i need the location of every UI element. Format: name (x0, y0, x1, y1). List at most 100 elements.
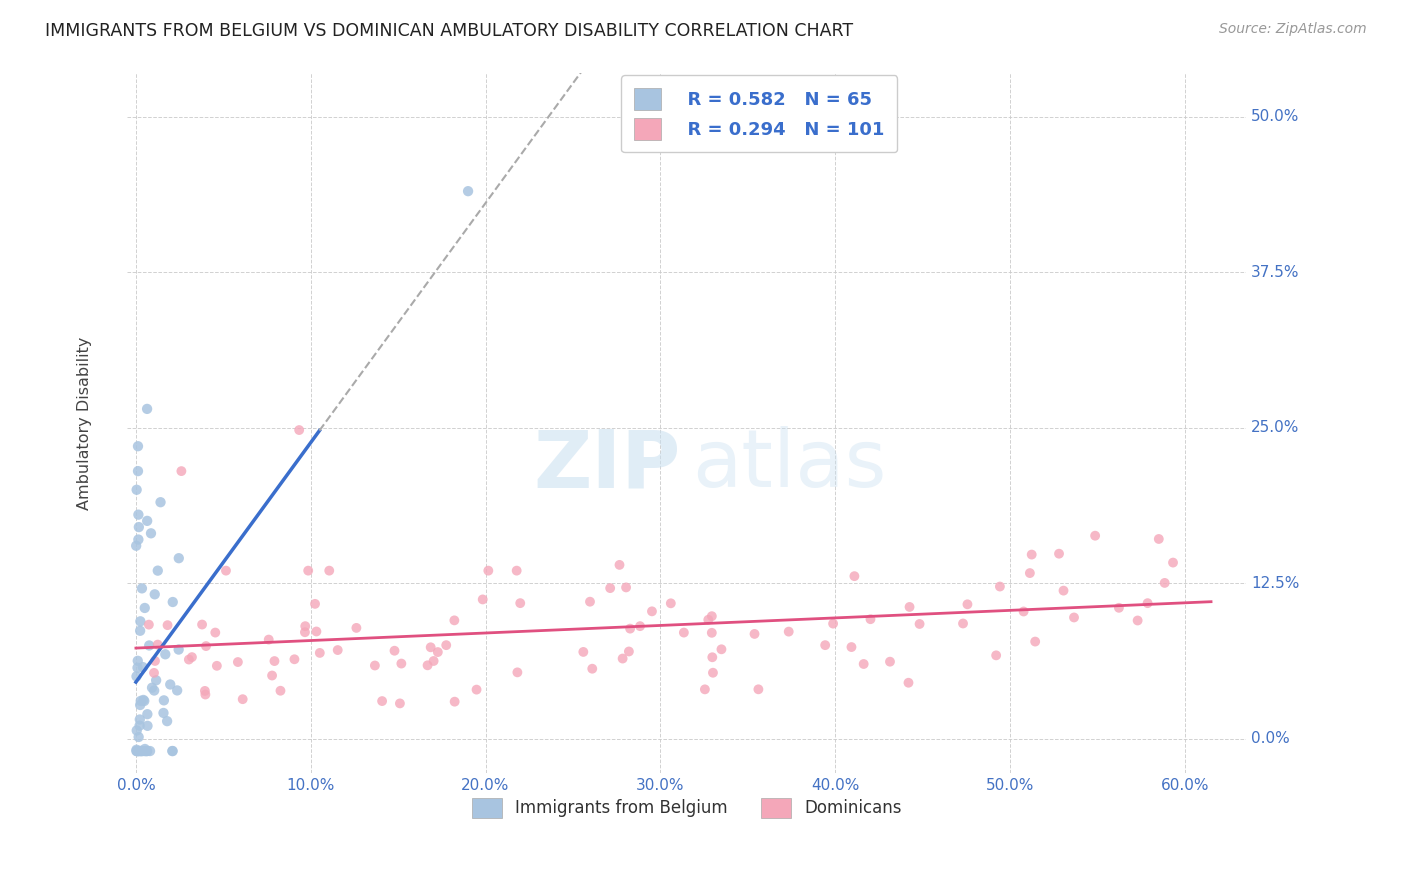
Point (371, 694, 394, 708)
Point (129, 624, 152, 638)
Point (138, 639, 160, 653)
Point (138, 617, 160, 632)
Point (693, 682, 716, 697)
Point (134, 742, 156, 756)
Point (1063, 610, 1085, 624)
Point (908, 617, 931, 632)
Point (143, 587, 166, 601)
Point (364, 658, 387, 673)
Point (152, 706, 174, 720)
Point (136, 401, 159, 416)
Point (136, 744, 159, 758)
Point (609, 558, 631, 572)
Point (125, 744, 148, 758)
Point (127, 439, 149, 453)
Text: 50.0%: 50.0% (1251, 109, 1299, 124)
Point (844, 569, 866, 583)
Point (702, 650, 724, 665)
Point (283, 652, 305, 666)
Point (134, 744, 156, 758)
Point (898, 599, 921, 614)
Point (744, 627, 766, 641)
Point (269, 683, 291, 698)
Point (1052, 583, 1074, 598)
Point (471, 592, 494, 607)
Point (156, 618, 179, 632)
Point (294, 625, 316, 640)
Point (146, 638, 169, 652)
Point (149, 495, 172, 509)
Point (132, 693, 155, 707)
Point (191, 617, 214, 632)
Point (166, 683, 188, 698)
Point (128, 718, 150, 732)
Point (619, 622, 641, 636)
Point (127, 744, 149, 758)
Point (263, 654, 285, 668)
Point (125, 743, 148, 757)
Point (132, 744, 155, 758)
Point (509, 596, 531, 610)
Point (426, 645, 449, 659)
Text: 37.5%: 37.5% (1251, 265, 1299, 279)
Point (572, 645, 595, 659)
Point (167, 642, 190, 657)
Point (153, 693, 176, 707)
Point (177, 652, 200, 666)
Point (457, 184, 479, 198)
Point (710, 642, 733, 657)
Point (139, 526, 162, 541)
Text: ZIP: ZIP (534, 426, 681, 504)
Point (145, 673, 167, 688)
Point (988, 580, 1011, 594)
Point (194, 688, 217, 702)
Point (141, 681, 163, 695)
Point (465, 682, 488, 697)
Point (477, 564, 499, 578)
Text: atlas: atlas (692, 426, 887, 504)
Point (162, 744, 184, 758)
Point (129, 615, 152, 629)
Point (136, 514, 159, 528)
Text: 12.5%: 12.5% (1251, 575, 1299, 591)
Point (134, 601, 156, 615)
Point (129, 744, 152, 758)
Point (162, 595, 184, 609)
Point (134, 694, 156, 708)
Point (127, 744, 149, 758)
Point (205, 658, 228, 673)
Point (747, 682, 769, 697)
Point (128, 713, 150, 727)
Point (135, 744, 157, 758)
Point (984, 648, 1007, 663)
Point (139, 744, 162, 758)
Point (156, 714, 179, 728)
Point (146, 564, 169, 578)
Point (127, 464, 149, 478)
Point (170, 464, 193, 478)
Point (581, 662, 603, 676)
Point (195, 639, 218, 653)
Point (132, 660, 155, 674)
Point (125, 669, 148, 683)
Point (1012, 605, 1035, 619)
Point (127, 744, 149, 758)
Point (136, 719, 159, 733)
Point (628, 619, 651, 633)
Point (162, 744, 184, 758)
Point (1126, 614, 1149, 628)
Point (125, 723, 148, 738)
Point (859, 612, 882, 626)
Point (388, 697, 411, 711)
Point (389, 657, 412, 671)
Point (159, 677, 181, 691)
Point (128, 730, 150, 744)
Point (897, 675, 920, 690)
Text: Ambulatory Disability: Ambulatory Disability (77, 336, 93, 510)
Point (778, 624, 800, 639)
Point (659, 596, 682, 610)
Point (232, 692, 254, 706)
Point (1047, 547, 1070, 561)
Point (579, 595, 602, 609)
Point (434, 638, 457, 652)
